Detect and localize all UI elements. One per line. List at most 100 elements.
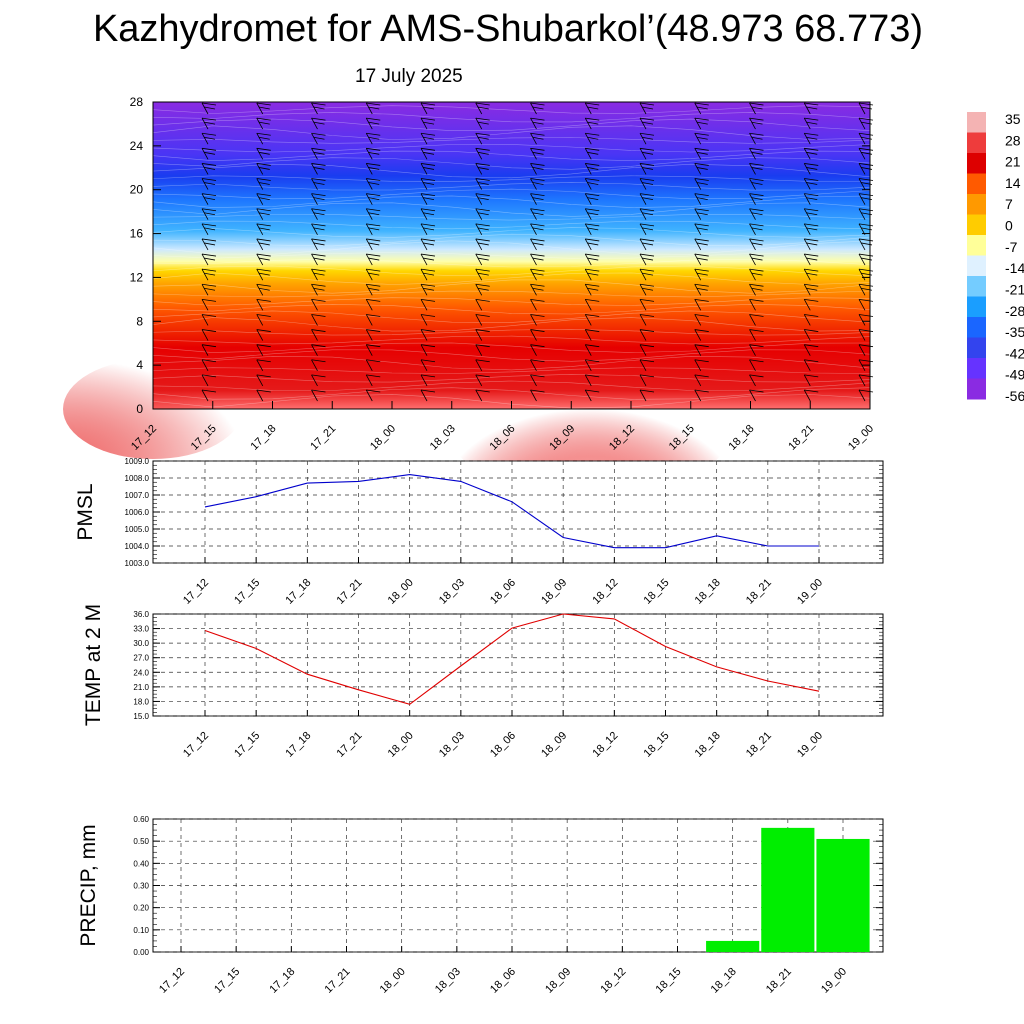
wind-barb-flag — [258, 197, 270, 201]
wind-barb-flag — [477, 167, 489, 170]
wind-barb — [201, 178, 209, 190]
wind-barb-flag — [530, 163, 545, 166]
wind-barb-flag — [203, 257, 216, 261]
wind-barb-flag — [201, 389, 217, 393]
wind-barb-flag — [530, 117, 545, 121]
wind-barb — [694, 284, 702, 296]
contour-line — [152, 367, 871, 374]
wind-barb — [749, 284, 756, 296]
wind-barb-flag — [532, 197, 544, 201]
wind-barb-flag — [475, 344, 490, 348]
temp-x-tick-label: 17_12 — [181, 730, 211, 760]
wind-barb-flag — [368, 272, 380, 276]
wind-barb-flag — [422, 212, 435, 216]
temp-x-tick-label: 17_18 — [283, 730, 313, 760]
wind-barb-flag — [585, 253, 600, 257]
wind-barb-flag — [313, 136, 325, 140]
wind-barb — [201, 102, 209, 115]
wind-barb — [694, 193, 702, 205]
wind-barb — [803, 117, 811, 130]
wind-barb-flag — [368, 227, 380, 231]
wind-barb-flag — [696, 257, 708, 261]
wind-barb-flag — [201, 208, 217, 212]
wind-barb — [530, 374, 537, 387]
wind-barb-flag — [311, 178, 326, 181]
wind-barb-flag — [585, 283, 600, 287]
wind-barb-flag — [420, 208, 436, 212]
wind-barb-flag — [477, 272, 489, 276]
wind-barb-flag — [696, 197, 708, 201]
wind-barb — [803, 284, 811, 296]
pmsl-x-tick-label: 19_00 — [795, 577, 825, 607]
pmsl-x-tick-label: 18_00 — [386, 577, 416, 607]
wind-barb-flag — [806, 197, 818, 201]
wind-barb-flag — [475, 314, 490, 317]
wind-barb — [803, 178, 811, 190]
colorbar-swatch — [967, 235, 986, 256]
wind-barb — [201, 253, 209, 266]
wind-barb — [475, 299, 483, 311]
wind-barb — [803, 223, 811, 236]
wind-barb — [365, 344, 373, 356]
wind-barb — [256, 314, 264, 326]
wind-barb-flag — [475, 329, 490, 332]
colorbar-swatch — [967, 337, 986, 359]
wind-barb — [749, 117, 756, 130]
wind-barb-flag — [203, 242, 216, 246]
heatmap-y-tick-label: 28 — [130, 95, 144, 109]
wind-barb-flag — [694, 344, 709, 348]
wind-barb-flag — [203, 182, 216, 185]
wind-barb-flag — [420, 178, 436, 181]
wind-barb — [365, 148, 373, 160]
wind-barb-flag — [641, 242, 654, 246]
wind-barb-flag — [201, 117, 217, 121]
pmsl-x-tick-label: 17_12 — [181, 577, 211, 607]
wind-barb-flag — [201, 314, 217, 317]
wind-barb — [201, 284, 209, 296]
temp-y-tick-label: 30.0 — [133, 639, 149, 648]
wind-barb — [256, 148, 264, 160]
wind-barb-flag — [258, 167, 270, 170]
wind-barb-flag — [587, 136, 599, 140]
wind-barb — [749, 359, 756, 371]
wind-barb — [365, 133, 373, 145]
wind-barb-flag — [585, 163, 600, 166]
wind-barb-flag — [858, 298, 874, 302]
contour-line — [152, 310, 871, 323]
precip-bar — [761, 827, 815, 952]
wind-barb-flag — [256, 298, 271, 302]
wind-barb-flag — [530, 193, 545, 197]
heatmap-x-tick-label: 19_00 — [846, 423, 876, 453]
wind-barb — [365, 238, 373, 251]
wind-barb — [475, 117, 483, 130]
wind-barb — [365, 193, 373, 205]
wind-barb-flag — [530, 238, 545, 242]
precip-x-tick-label: 18_09 — [543, 966, 573, 996]
wind-barb-flag — [366, 238, 381, 242]
wind-barb — [803, 268, 811, 281]
wind-barb — [749, 389, 756, 402]
wind-barb-flag — [696, 121, 708, 125]
precip-y-tick-label: 0.40 — [133, 859, 149, 868]
wind-barb-flag — [477, 121, 489, 125]
colorbar-swatch — [967, 214, 986, 236]
wind-barb-flag — [258, 106, 270, 110]
wind-barb-flag — [587, 227, 599, 231]
wind-barb-flag — [530, 283, 545, 287]
wind-barb — [858, 148, 866, 160]
contour-line — [152, 105, 871, 114]
colorbar-label: -56 — [1005, 388, 1024, 404]
wind-barb — [694, 299, 702, 311]
wind-barb-flag — [639, 193, 655, 197]
wind-barb-flag — [256, 344, 271, 348]
wind-barb — [749, 208, 756, 220]
wind-barb — [201, 389, 209, 402]
wind-barb — [858, 329, 866, 341]
contour-line — [152, 349, 871, 362]
wind-barb-flag — [201, 102, 217, 106]
temp-x-tick-label: 18_06 — [488, 730, 518, 760]
wind-barb-flag — [804, 374, 819, 378]
precip-x-tick-label: 18_12 — [598, 966, 628, 996]
wind-barb — [201, 208, 209, 220]
wind-barb-flag — [530, 208, 545, 212]
